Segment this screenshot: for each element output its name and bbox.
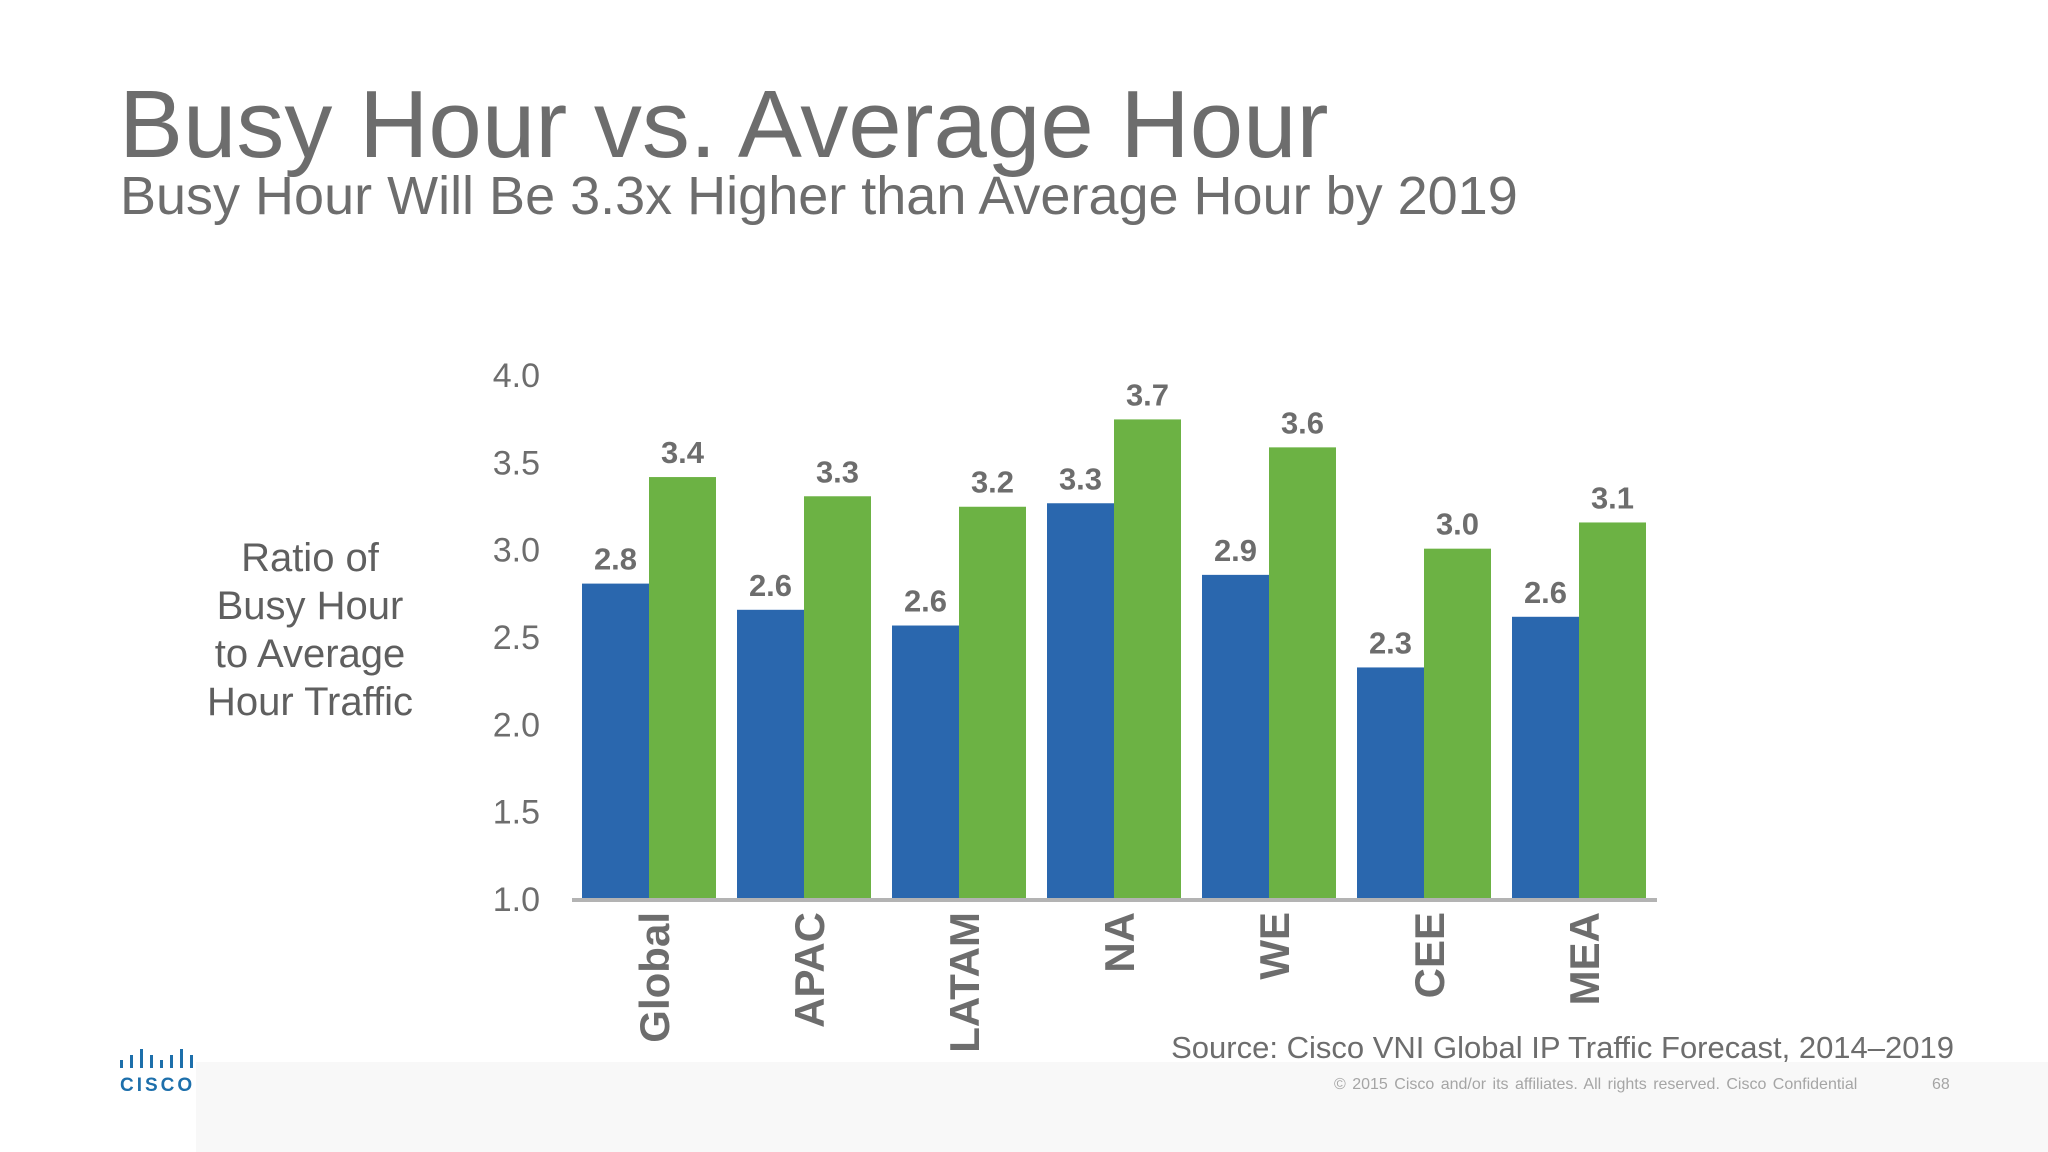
data-label: 2.6 [1524, 575, 1567, 610]
page-subtitle: Busy Hour Will Be 3.3x Higher than Avera… [120, 166, 1518, 226]
bar-series-1 [1202, 574, 1269, 898]
x-category-label: Global [631, 912, 678, 1043]
y-axis-label-line: Hour Traffic [207, 680, 413, 724]
data-label: 2.3 [1369, 625, 1412, 660]
source-note: Source: Cisco VNI Global IP Traffic Fore… [1171, 1030, 1954, 1065]
x-category-label: MEA [1561, 912, 1608, 1005]
data-label: 3.2 [971, 465, 1014, 500]
bar-series-1 [892, 625, 959, 898]
copyright-text: © 2015 Cisco and/or its affiliates. All … [1334, 1076, 1858, 1093]
y-tick-label: 2.0 [493, 706, 540, 744]
bar-series-1 [737, 609, 804, 898]
y-axis-label-line: to Average [214, 632, 406, 676]
bar-series-1 [582, 583, 649, 898]
y-tick-label: 4.0 [493, 357, 540, 395]
data-label: 2.8 [594, 542, 637, 577]
cisco-wordmark: CISCO [120, 1075, 196, 1096]
y-tick-label: 2.5 [493, 619, 540, 657]
page-title: Busy Hour vs. Average Hour [119, 71, 1329, 178]
cisco-logo: CISCO [118, 1047, 200, 1099]
data-label: 3.3 [816, 454, 859, 489]
bar-series-1 [1512, 616, 1579, 898]
bar-series-2 [1424, 548, 1491, 898]
bar-series-2 [649, 477, 716, 898]
bar-series-1 [1357, 667, 1424, 898]
x-category-label: LATAM [941, 912, 988, 1053]
x-category-label: NA [1096, 912, 1143, 973]
bar-series-2 [1269, 447, 1336, 898]
data-label: 2.9 [1214, 533, 1257, 568]
data-label: 3.0 [1436, 507, 1479, 542]
y-axis-label: Ratio of Busy Hour to Average Hour Traff… [190, 534, 430, 726]
data-label: 2.6 [904, 584, 947, 619]
data-label: 3.1 [1591, 480, 1634, 515]
x-category-label: CEE [1406, 912, 1453, 998]
data-label: 3.7 [1126, 377, 1169, 412]
x-category-label: APAC [786, 912, 833, 1028]
y-axis-label-line: Ratio of [241, 536, 379, 580]
bar-series-2 [1579, 522, 1646, 898]
y-tick-label: 1.0 [493, 881, 540, 919]
bar-series-2 [804, 496, 871, 898]
bar-series-2 [959, 506, 1026, 898]
y-tick-label: 3.0 [493, 532, 540, 570]
cisco-bars-icon [120, 1049, 193, 1068]
y-axis-label-line: Busy Hour [216, 584, 404, 628]
x-category-label: WE [1251, 912, 1298, 980]
data-label: 3.3 [1059, 461, 1102, 496]
data-label: 2.6 [749, 568, 792, 603]
data-label: 3.4 [661, 435, 705, 470]
bar-series-1 [1047, 503, 1114, 898]
y-tick-label: 3.5 [493, 444, 540, 482]
footer-band [196, 1062, 2048, 1152]
data-label: 3.6 [1281, 405, 1324, 440]
bar-series-2 [1114, 419, 1181, 898]
page-number: 68 [1932, 1076, 1950, 1093]
y-tick-label: 1.5 [493, 794, 540, 832]
